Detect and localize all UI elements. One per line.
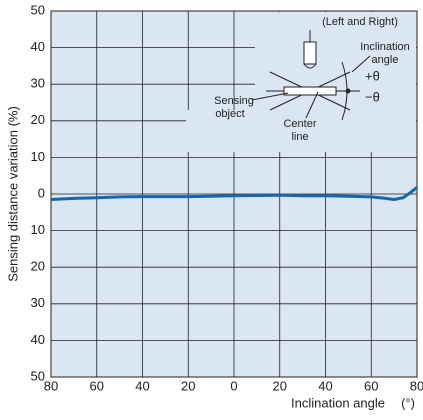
- inset-diagram: [251, 30, 371, 121]
- y-tick-label: 10: [31, 222, 45, 237]
- y-tick-label: 30: [31, 76, 45, 91]
- inset-label: Center: [283, 118, 316, 130]
- plot-frame: [50, 10, 418, 378]
- x-axis-title: Inclination angle: [291, 395, 385, 410]
- y-tick-label: 20: [31, 259, 45, 274]
- leader: [251, 92, 289, 101]
- x-tick-label: 60: [90, 378, 104, 393]
- inset-background: [186, 12, 416, 152]
- leader: [305, 91, 319, 119]
- inset-label: angle: [372, 54, 399, 66]
- pivot: [345, 88, 351, 94]
- inset-label: −θ: [365, 89, 380, 104]
- y-tick-label: 20: [31, 112, 45, 127]
- inset-label: object: [215, 108, 244, 120]
- inset-label: line: [291, 131, 308, 143]
- y-tick-label: 40: [31, 39, 45, 54]
- x-tick-label: 20: [273, 378, 287, 393]
- x-tick-label: 60: [364, 378, 378, 393]
- y-tick-label: 30: [31, 295, 45, 310]
- x-tick-label: 40: [318, 378, 332, 393]
- x-axis-unit: (°): [401, 395, 415, 410]
- sensing-object: [283, 86, 337, 96]
- y-tick-label: 0: [38, 185, 45, 200]
- inset-label: +θ: [365, 68, 380, 83]
- x-tick-label: 20: [181, 378, 195, 393]
- sensor-body: [303, 41, 317, 65]
- x-tick-label: 0: [230, 378, 237, 393]
- y-tick-label: 40: [31, 332, 45, 347]
- leader: [351, 55, 371, 73]
- x-tick-label: 80: [44, 378, 58, 393]
- y-tick-label: 50: [31, 368, 45, 383]
- sensor-head: [303, 63, 317, 69]
- inset-scope: (Left and Right): [322, 16, 398, 28]
- x-tick-label: 80: [410, 378, 423, 393]
- y-tick-label: 50: [31, 2, 45, 17]
- y-axis-title: Sensing distance variation (%): [5, 106, 20, 282]
- x-tick-label: 40: [135, 378, 149, 393]
- y-tick-label: 10: [31, 149, 45, 164]
- inset-label: Inclination: [360, 41, 410, 53]
- data-line: [50, 186, 418, 201]
- inset-label: Sensing: [214, 95, 254, 107]
